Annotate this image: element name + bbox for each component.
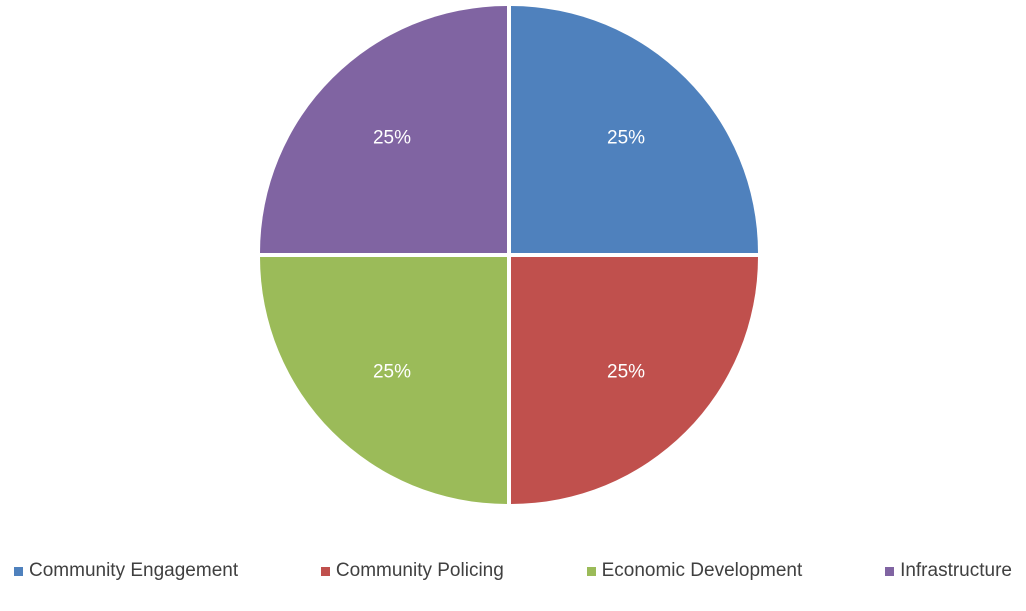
pie-slice-community-engagement	[511, 6, 758, 253]
pie-slices	[260, 6, 758, 504]
pie-slice-community-policing	[511, 257, 758, 504]
data-label-infrastructure: 25%	[373, 127, 411, 148]
legend-item-community-policing: Community Policing	[320, 560, 504, 582]
data-label-community-engagement: 25%	[607, 127, 645, 148]
pie-slice-economic-development	[260, 257, 507, 504]
legend-label-infrastructure: Infrastructure	[900, 560, 1012, 581]
data-label-community-policing: 25%	[607, 362, 645, 383]
legend-swatch-economic-development	[586, 566, 596, 576]
legend-item-community-engagement: Community Engagement	[14, 560, 238, 582]
legend-label-community-policing: Community Policing	[335, 560, 504, 581]
legend-label-economic-development: Economic Development	[601, 560, 803, 581]
data-label-economic-development: 25%	[373, 362, 411, 383]
pie-data-labels: 25% 25% 25% 25%	[373, 127, 645, 382]
legend-swatch-infrastructure	[885, 566, 895, 576]
legend-label-community-engagement: Community Engagement	[29, 560, 239, 581]
chart-legend: Community Engagement Community Policing …	[0, 556, 1026, 586]
pie-chart-plot: 25% 25% 25% 25%	[260, 6, 758, 504]
pie-slice-infrastructure	[260, 6, 507, 253]
legend-item-economic-development: Economic Development	[586, 560, 803, 582]
legend-swatch-community-engagement	[14, 566, 23, 576]
legend-item-infrastructure: Infrastructure	[885, 560, 1012, 582]
legend-swatch-community-policing	[320, 566, 330, 576]
